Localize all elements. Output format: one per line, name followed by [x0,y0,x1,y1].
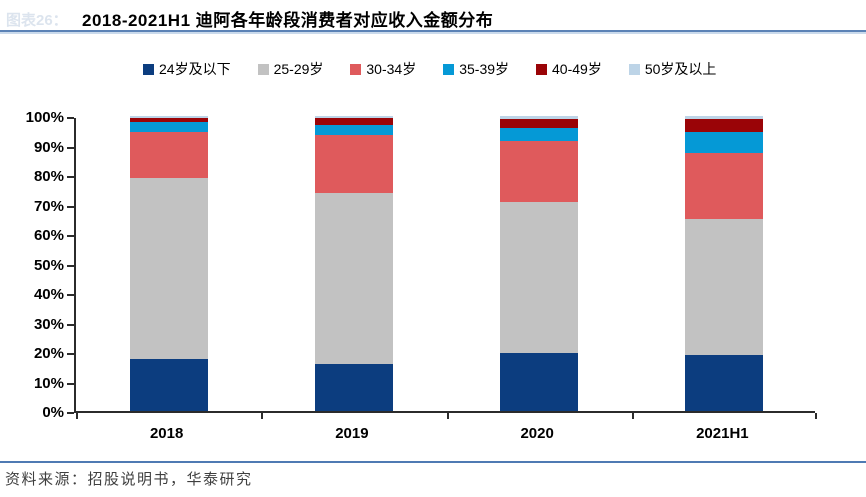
bar-segment-2018-25-29岁 [129,177,208,360]
x-axis-tick [446,413,449,419]
y-axis-label: 80% [33,168,64,185]
bar-column-2021H1 [685,116,764,411]
legend-swatch-icon [536,63,548,75]
legend-swatch-icon [443,63,455,75]
bar-segment-2019-40-49岁 [314,117,393,125]
y-axis-tick [67,294,74,296]
bar-segment-2020-35-39岁 [500,127,579,142]
legend-label: 35-39岁 [459,61,510,77]
y-axis-label: 70% [33,197,64,215]
legend-item-30-34岁: 30-34岁 [350,59,416,79]
y-axis-tick [67,323,74,326]
bar-column-2018 [129,116,208,411]
bar-column-2019 [314,116,393,411]
title-divider [0,30,866,34]
legend-label: 30-34岁 [366,61,417,77]
y-axis-label: 30% [33,315,64,333]
legend-item-50岁及以上: 50岁及以上 [628,59,717,79]
bar-segment-2018-30-34岁 [129,132,208,178]
y-axis-label: 60% [33,227,64,244]
x-axis-tick [815,413,817,419]
bar-segment-2020-40-49岁 [500,118,579,128]
bar-segment-2021H1-25-29岁 [685,219,764,355]
source-note: 资料来源：招股说明书，华泰研究 [5,472,253,488]
bar-segment-2021H1-30-34岁 [685,152,764,220]
y-axis-tick [67,205,74,208]
y-axis-tick [67,382,74,385]
x-axis-label-2021H1: 2021H1 [696,425,749,442]
y-axis-tick [67,264,74,267]
legend-item-25-29岁: 25-29岁 [257,59,324,79]
bar-column-2020 [500,116,579,411]
figure-number-label: 图表26： [6,12,68,29]
x-axis-tick [261,413,264,419]
legend-label: 50岁及以上 [644,61,717,77]
legend-swatch-icon [628,63,640,75]
bar-segment-2018-50岁及以上 [129,116,208,118]
legend-item-35-39岁: 35-39岁 [443,59,509,79]
bar-segment-2021H1-40-49岁 [685,118,764,133]
y-axis-tick [67,176,74,178]
legend-item-40-49岁: 40-49岁 [536,59,602,79]
x-axis-label-2018: 2018 [149,425,184,442]
y-axis-label: 0% [42,404,64,421]
x-axis-label-2019: 2019 [335,425,369,442]
chart-title: 2018-2021H1 迪阿各年龄段消费者对应收入金额分布 [82,11,494,30]
y-axis-label: 20% [33,345,64,362]
bar-segment-2019-30-34岁 [314,135,393,193]
y-axis-tick [67,117,74,119]
bar-segment-2018-35-39岁 [129,121,208,133]
x-axis-tick [631,413,634,419]
bar-segment-2019-24岁及以下 [314,363,393,411]
bar-segment-2020-50岁及以上 [500,116,579,119]
bar-segment-2019-35-39岁 [314,124,393,136]
bar-segment-2020-24岁及以下 [500,353,579,411]
stacked-bar-chart: 100% 90% 80% 70% 60% 50% 40% 30% 20% 10% 0% 2018 201… [0,109,866,453]
bar-segment-2019-25-29岁 [314,192,393,364]
y-axis-label: 90% [33,138,64,156]
bar-segment-2018-24岁及以下 [129,359,208,411]
y-axis-tick [67,353,74,355]
legend-swatch-icon [350,63,362,75]
bar-segment-2019-50岁及以上 [314,116,393,118]
y-axis-tick [67,412,74,414]
bar-segment-2021H1-35-39岁 [685,132,764,153]
legend-item-24岁及以下: 24岁及以下 [143,59,231,79]
legend-label: 25-29岁 [273,61,324,77]
y-axis-label: 100% [25,109,64,126]
bar-segment-2020-30-34岁 [500,141,579,202]
legend-label: 24岁及以下 [159,61,231,77]
source-divider [0,461,866,463]
y-axis-label: 50% [33,256,64,274]
y-axis-label: 10% [33,374,64,392]
bar-segment-2018-40-49岁 [129,117,208,122]
y-axis-label: 40% [33,286,64,303]
legend-swatch-icon [143,63,154,75]
x-axis-tick [76,413,78,419]
bar-segment-2021H1-50岁及以上 [685,116,764,119]
plot-area [67,116,817,419]
bar-segment-2020-25-29岁 [500,201,579,354]
legend-label: 40-49岁 [552,61,602,77]
chart-legend: 24岁及以下 25-29岁 30-34岁 35-39岁 40-49岁 50岁及以上 [143,59,716,79]
bar-segment-2021H1-24岁及以下 [685,354,764,411]
legend-swatch-icon [257,63,269,75]
y-axis-tick [67,235,74,237]
x-axis-label-2020: 2020 [520,425,554,442]
y-axis-tick [67,146,74,149]
